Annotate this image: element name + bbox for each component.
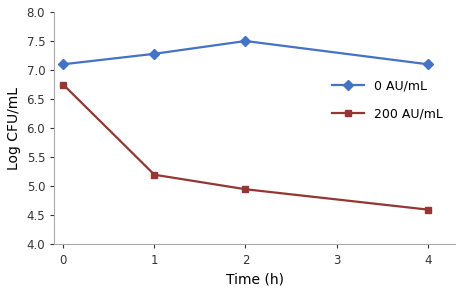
200 AU/mL (425, 208, 431, 211)
X-axis label: Time (h): Time (h) (225, 272, 284, 286)
0 AU/mL (61, 62, 66, 66)
Line: 200 AU/mL: 200 AU/mL (60, 81, 431, 213)
200 AU/mL (61, 83, 66, 86)
200 AU/mL (152, 173, 157, 176)
0 AU/mL (152, 52, 157, 56)
Legend: 0 AU/mL, 200 AU/mL: 0 AU/mL, 200 AU/mL (326, 74, 449, 127)
Line: 0 AU/mL: 0 AU/mL (60, 38, 431, 68)
0 AU/mL (425, 62, 431, 66)
200 AU/mL (243, 188, 248, 191)
0 AU/mL (243, 39, 248, 43)
Y-axis label: Log CFU/mL: Log CFU/mL (7, 87, 21, 170)
